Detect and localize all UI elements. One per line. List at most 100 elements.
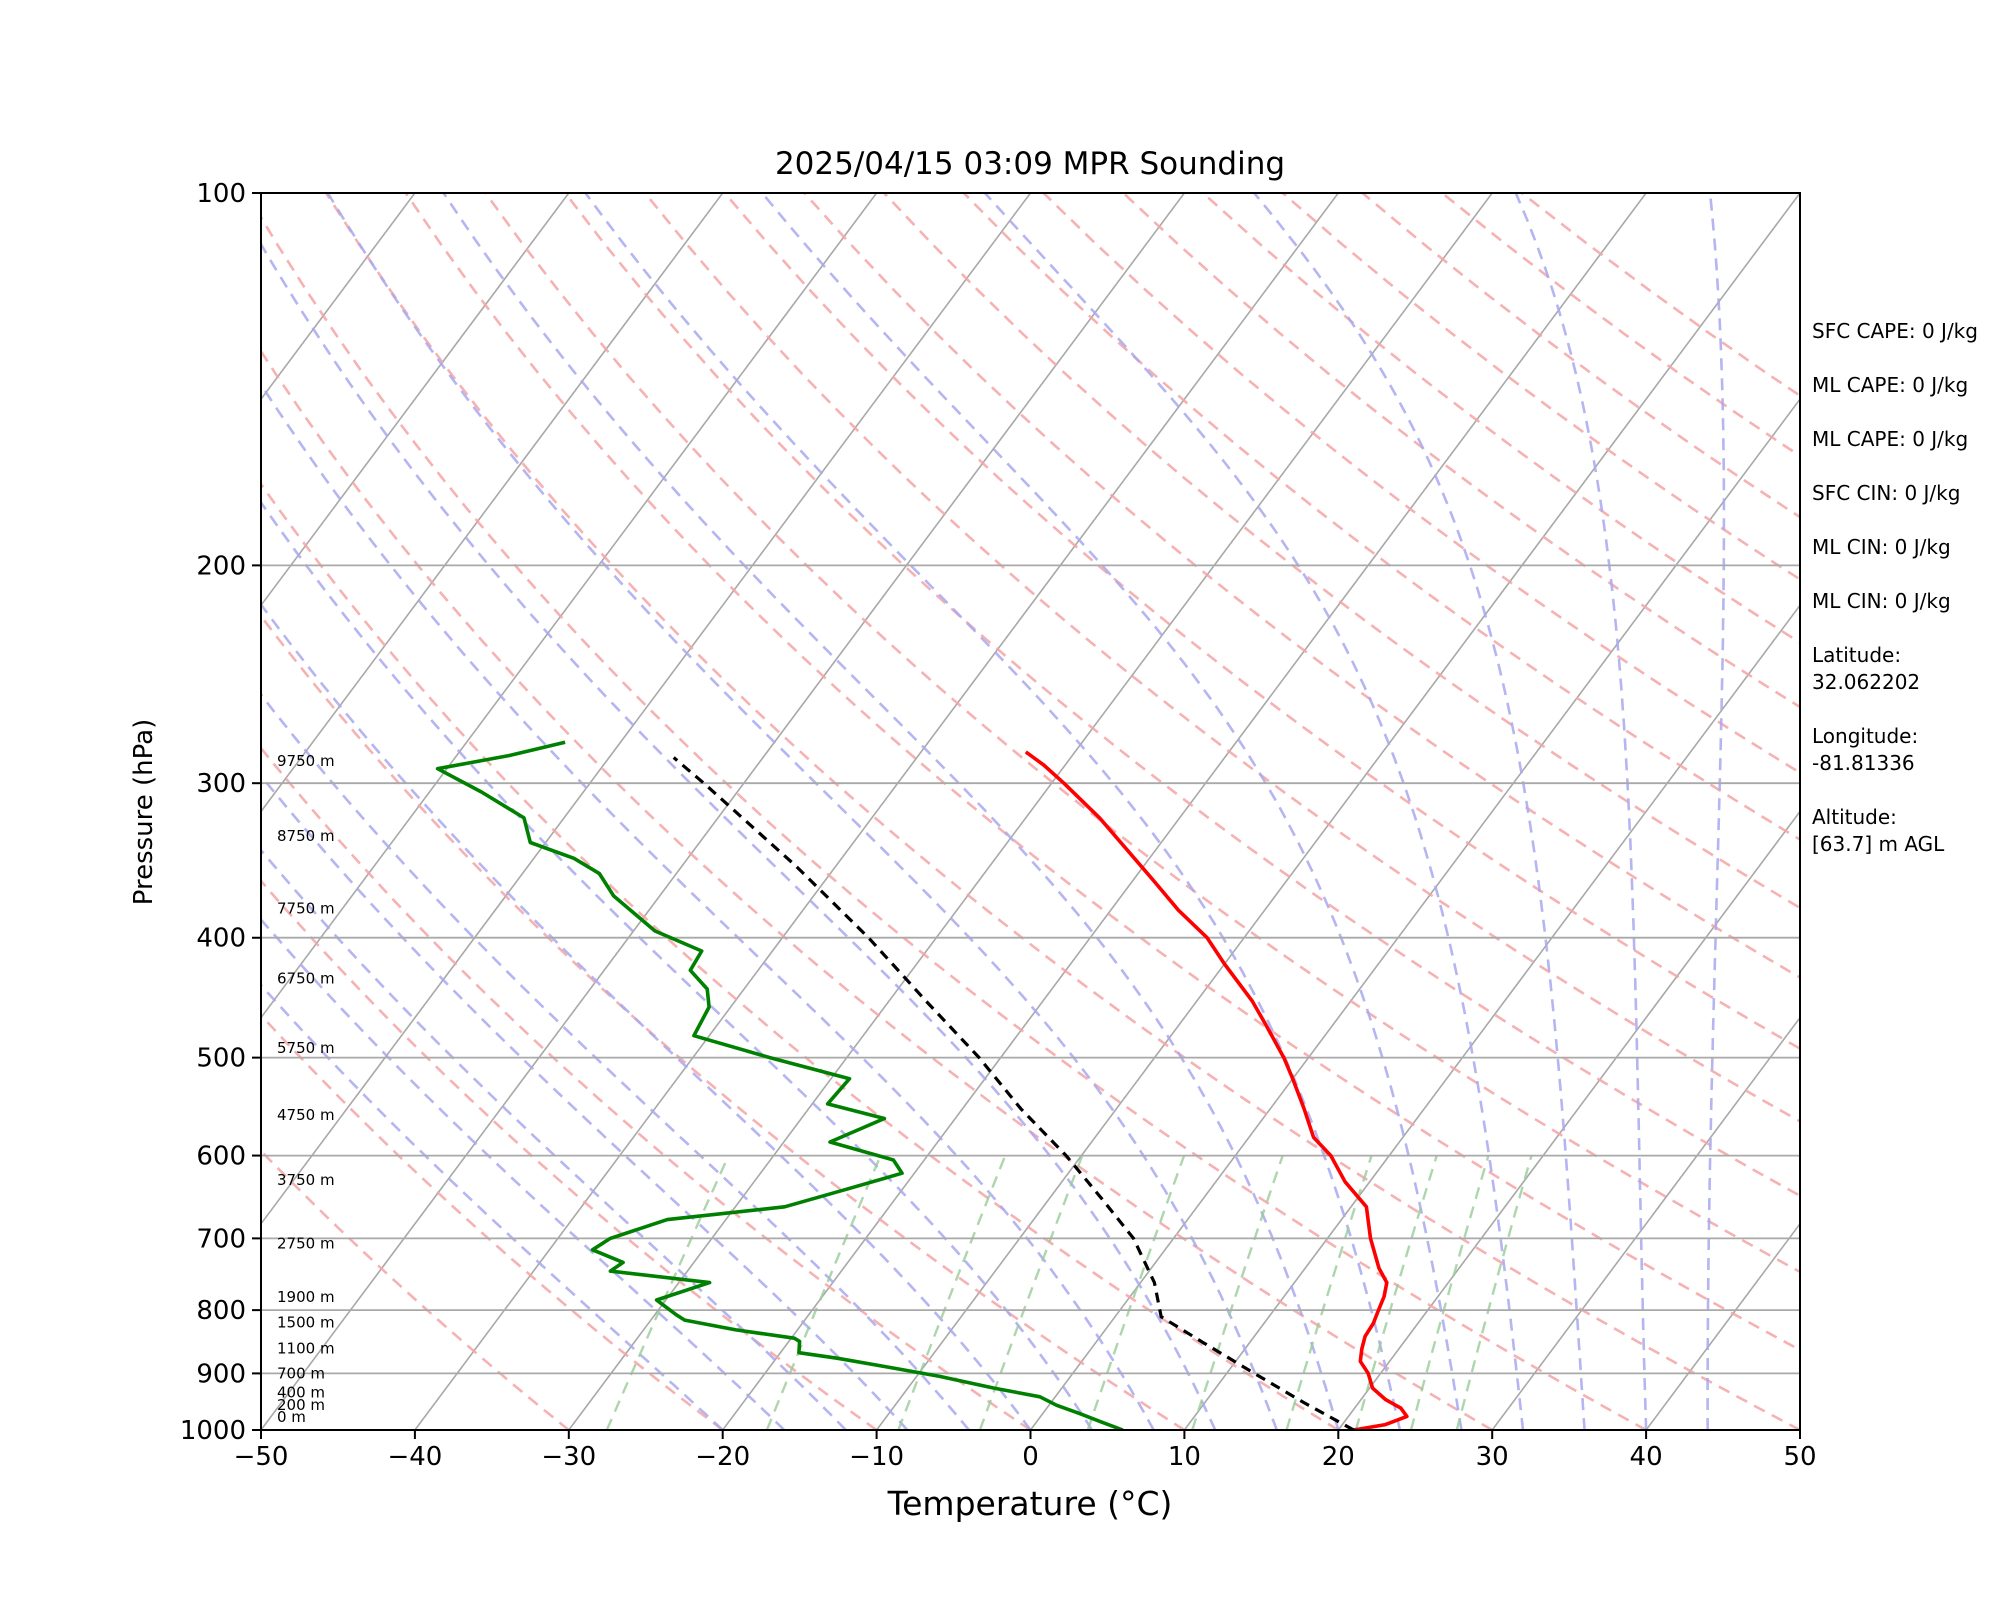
dry-adiabat-line <box>325 193 1800 1430</box>
ml-cape-text-2: ML CAPE: 0 J/kg <box>1812 427 1969 451</box>
dry-adiabat-line <box>261 214 1647 1430</box>
x-axis-ticks: −50 −40 −30 −20 −10 0 10 20 30 40 50 <box>234 1430 1817 1472</box>
moist-adiabat-line <box>1514 193 1648 1430</box>
height-label: 3750 m <box>277 1171 335 1189</box>
ml-cin-text-2: ML CIN: 0 J/kg <box>1812 589 1951 613</box>
height-label: 1100 m <box>277 1339 335 1357</box>
chart-title: 2025/04/15 03:09 MPR Sounding <box>775 146 1285 182</box>
y-tick-label: 200 <box>196 551 246 581</box>
sfc-cape-text: SFC CAPE: 0 J/kg <box>1812 319 1978 343</box>
moist-adiabat-line <box>261 983 724 1430</box>
parameter-panel: SFC CAPE: 0 J/kg ML CAPE: 0 J/kg ML CAPE… <box>1812 318 1997 885</box>
dry-adiabat-line <box>261 614 1186 1430</box>
moist-adiabat-line <box>261 773 909 1430</box>
isotherm-line <box>1337 810 1800 1430</box>
dry-adiabat-line <box>883 193 1800 910</box>
height-label: 2750 m <box>277 1235 335 1253</box>
isotherm-line <box>261 193 1032 1226</box>
height-label: 400 m <box>277 1383 325 1401</box>
altitude-text: Altitude: [63.7] m AGL <box>1812 805 1945 856</box>
isotherm-line <box>261 193 724 813</box>
dry-adiabat-line <box>803 193 1800 979</box>
x-axis-label: Temperature (°C) <box>887 1484 1173 1523</box>
dry-adiabat-line <box>484 193 1800 1274</box>
moist-adiabat-line <box>261 917 786 1430</box>
height-label: 7750 m <box>277 899 335 917</box>
height-label: 5750 m <box>277 1039 335 1057</box>
y-tick-label: 300 <box>196 769 246 799</box>
x-tick-label: −20 <box>695 1442 750 1472</box>
y-tick-label: 700 <box>196 1224 246 1254</box>
y-axis-ticks: 100 200 300 400 500 600 700 800 900 1000 <box>180 179 261 1446</box>
dry-adiabat-line <box>261 1013 724 1430</box>
y-tick-label: 400 <box>196 924 246 954</box>
y-tick-label: 600 <box>196 1142 246 1172</box>
x-tick-label: 40 <box>1630 1442 1663 1472</box>
isotherm-line <box>875 193 1800 1430</box>
moist-adiabat-line <box>261 241 1217 1430</box>
x-tick-label: 0 <box>1022 1442 1039 1472</box>
height-label: 1500 m <box>277 1314 335 1332</box>
moist-adiabat-line <box>1706 193 1726 1430</box>
moist-adiabat-line <box>261 500 1094 1430</box>
x-tick-label: −10 <box>849 1442 904 1472</box>
height-label: 6750 m <box>277 969 335 987</box>
isotherm-line <box>0 193 107 1430</box>
moist-adiabat-line <box>442 193 1340 1430</box>
y-tick-label: 100 <box>196 179 246 209</box>
height-label: 700 m <box>277 1364 325 1382</box>
y-tick-label: 500 <box>196 1044 246 1074</box>
moist-adiabat-line <box>761 193 1463 1430</box>
x-tick-label: −40 <box>387 1442 442 1472</box>
moist-adiabat-line <box>326 193 1278 1430</box>
height-label: 4750 m <box>277 1106 335 1124</box>
height-label: 1900 m <box>277 1288 335 1306</box>
y-tick-label: 900 <box>196 1359 246 1389</box>
dry-adiabat-line <box>404 193 1800 1352</box>
moist-adiabat-line <box>261 382 1155 1430</box>
mixing-ratio-line <box>1455 1155 1533 1430</box>
isotherm-line <box>261 193 878 1020</box>
isotherm-line <box>261 193 570 607</box>
x-tick-label: −30 <box>541 1442 596 1472</box>
x-tick-label: 30 <box>1476 1442 1509 1472</box>
dry-adiabat-line <box>261 349 1493 1430</box>
isotherm-line <box>1491 1016 1800 1430</box>
dry-adiabat-line <box>723 193 1800 1051</box>
x-tick-label: −50 <box>234 1442 289 1472</box>
moist-adiabat-line <box>983 193 1525 1430</box>
moist-adiabat-line <box>261 602 1032 1430</box>
temperature-profile-line <box>1024 750 1409 1430</box>
isotherm-line <box>261 193 1186 1430</box>
dewpoint-profile-line <box>435 740 1124 1430</box>
dry-adiabat-line <box>1122 193 1800 709</box>
moist-adiabat-line <box>1253 193 1586 1430</box>
longitude-text: Longitude: -81.81336 <box>1812 724 1919 775</box>
latitude-text: Latitude: 32.062202 <box>1812 643 1921 694</box>
isobar-grid <box>261 564 1800 1375</box>
height-label: 8750 m <box>277 827 335 845</box>
dry-adiabat-line <box>261 481 1339 1430</box>
mixing-ratio-line <box>1409 1155 1490 1430</box>
moist-adiabat-line <box>261 848 847 1430</box>
dry-adiabat-line <box>261 746 1032 1430</box>
background-lines <box>0 193 1800 1430</box>
y-axis-label: Pressure (hPa) <box>129 719 159 906</box>
ml-cape-text: ML CAPE: 0 J/kg <box>1812 373 1969 397</box>
isotherm-line <box>568 193 1493 1430</box>
y-tick-label: 1000 <box>180 1416 246 1446</box>
sounding-profiles <box>435 740 1409 1430</box>
x-tick-label: 50 <box>1783 1442 1816 1472</box>
height-label: 0 m <box>277 1408 306 1426</box>
isotherm-line <box>722 193 1647 1430</box>
y-tick-label: 800 <box>196 1296 246 1326</box>
x-tick-label: 20 <box>1322 1442 1355 1472</box>
x-tick-label: 10 <box>1168 1442 1201 1472</box>
height-label: 200 m <box>277 1396 325 1414</box>
sfc-cin-text: SFC CIN: 0 J/kg <box>1812 481 1961 505</box>
isotherm-line <box>1183 603 1800 1430</box>
height-label: 9750 m <box>277 752 335 770</box>
parcel-profile-line <box>672 756 1355 1430</box>
